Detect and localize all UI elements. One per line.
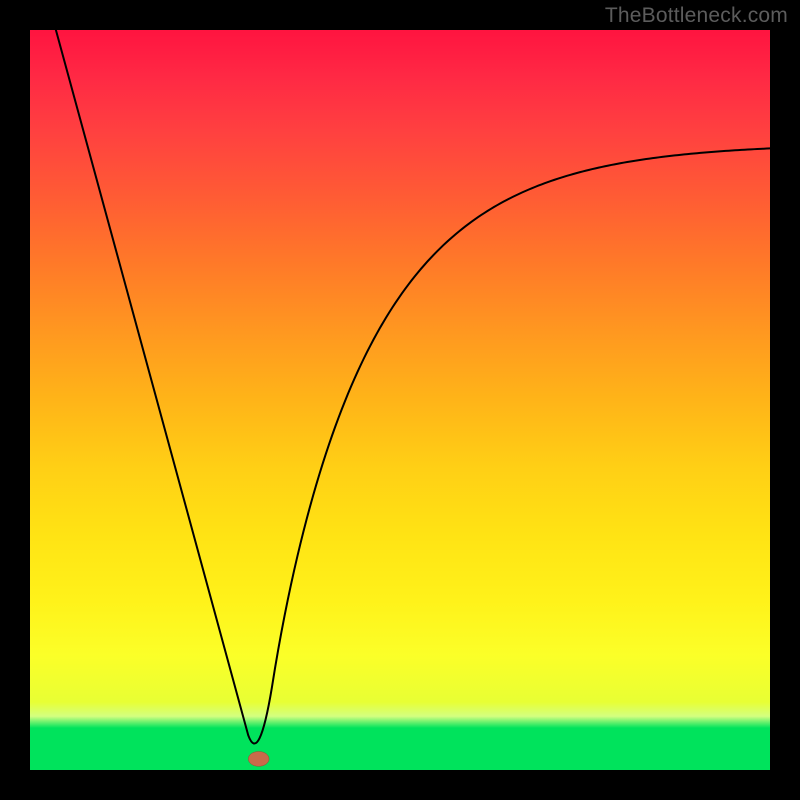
watermark-text: TheBottleneck.com [605, 4, 788, 28]
dip-marker [248, 752, 269, 767]
bottleneck-chart [0, 0, 800, 800]
gradient-background [30, 30, 770, 702]
green-band [30, 728, 770, 770]
glow-band [30, 702, 770, 728]
chart-frame: TheBottleneck.com [0, 0, 800, 800]
